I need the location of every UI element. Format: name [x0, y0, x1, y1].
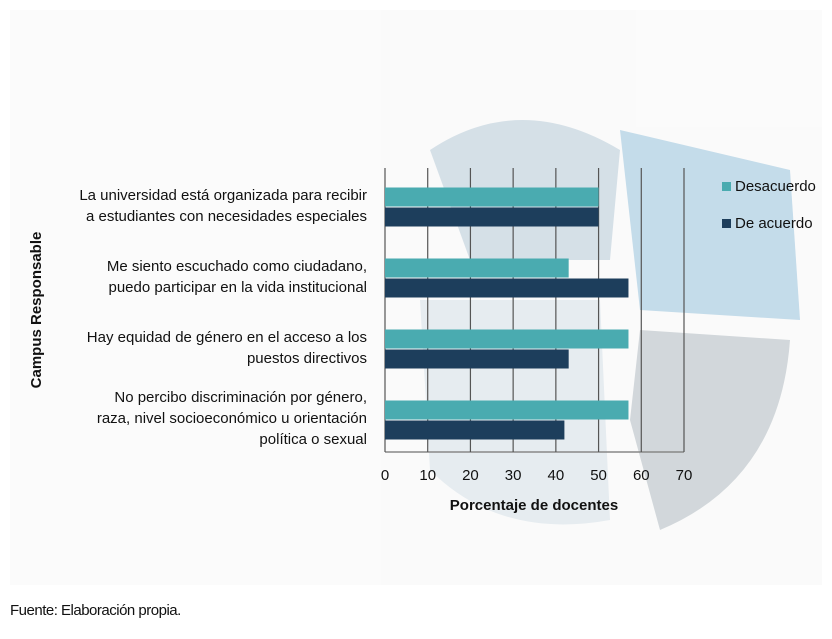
bar [385, 420, 565, 440]
bar [385, 278, 629, 298]
x-tick-label: 50 [590, 467, 607, 484]
y-axis-title: Campus Responsable [28, 232, 45, 389]
legend-label: De acuerdo [735, 215, 813, 232]
x-tick-label: 0 [381, 467, 389, 484]
puzzle-piece [630, 330, 790, 530]
source-note: Fuente: Elaboración propia. [10, 602, 181, 619]
y-tick-label: No percibo discriminación por género, ra… [96, 389, 367, 448]
legend-label: Desacuerdo [735, 178, 816, 195]
x-tick-label: 40 [548, 467, 565, 484]
bar [385, 207, 599, 227]
y-tick-label: Hay equidad de género en el acceso a los… [86, 328, 367, 367]
bar [385, 329, 629, 349]
x-tick-label: 10 [419, 467, 436, 484]
puzzle-piece [620, 130, 800, 320]
y-tick-label: Me siento escuchado como ciudadano, pued… [106, 257, 367, 296]
bar [385, 187, 599, 207]
y-tick-label: La universidad está organizada para reci… [79, 186, 367, 225]
x-tick-label: 30 [505, 467, 522, 484]
x-tick-label: 20 [462, 467, 479, 484]
background-decoration [10, 10, 822, 585]
legend-swatch [722, 182, 731, 191]
bar [385, 258, 569, 278]
legend-swatch [722, 219, 731, 228]
bar [385, 349, 569, 369]
x-axis-title: Porcentaje de docentes [450, 497, 618, 514]
bar [385, 400, 629, 420]
x-tick-label: 60 [633, 467, 650, 484]
x-tick-label: 70 [676, 467, 693, 484]
